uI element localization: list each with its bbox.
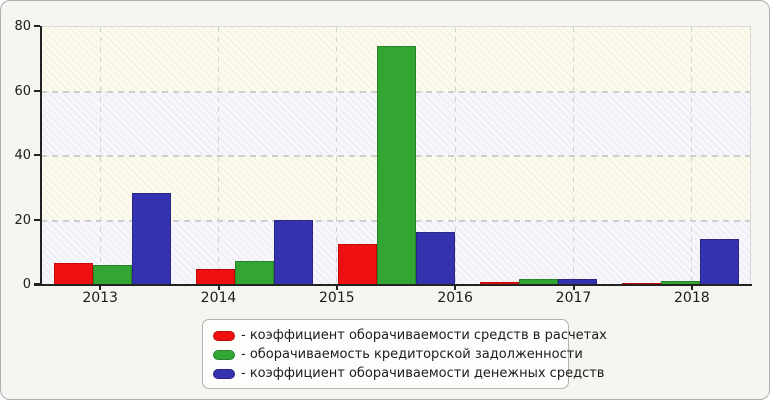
bar-red-group2 xyxy=(195,268,235,284)
legend-label-green: - оборачиваемость кредиторской задолженн… xyxy=(241,347,583,362)
x-tick-2017 xyxy=(572,285,575,290)
v-gridline-2018 xyxy=(691,27,693,284)
legend-label-blue: - коэффициент оборачиваемости денежных с… xyxy=(241,366,605,381)
bar-red-group4 xyxy=(479,281,519,284)
y-tick-label-80: 80 xyxy=(14,19,31,34)
legend-swatch-red-icon xyxy=(213,330,235,341)
v-gridline-2014 xyxy=(218,27,219,284)
x-tick-2015 xyxy=(335,285,338,290)
x-tick-label-2013: 2013 xyxy=(82,290,118,306)
legend-item-blue: - коэффициент оборачиваемости денежных с… xyxy=(213,364,604,383)
v-gridline-2016 xyxy=(454,27,456,284)
bar-blue-group3 xyxy=(415,231,455,284)
bar-green-group4 xyxy=(518,278,558,284)
legend-item-red: - коэффициент оборачиваемости средств в … xyxy=(213,326,607,345)
x-tick-label-2015: 2015 xyxy=(319,290,355,306)
x-tick-2018 xyxy=(690,285,693,290)
bar-green-group5 xyxy=(660,280,700,284)
bar-blue-group4 xyxy=(557,279,597,284)
legend: - коэффициент оборачиваемости средств в … xyxy=(202,319,607,389)
y-tick-label-60: 60 xyxy=(14,83,31,99)
y-tick-label-0: 0 xyxy=(22,277,31,292)
v-gridline-2013 xyxy=(99,27,101,284)
y-tick-60 xyxy=(34,89,40,92)
x-tick-2016 xyxy=(454,285,457,290)
legend-item-green: - оборачиваемость кредиторской задолженн… xyxy=(213,345,583,364)
y-tick-80 xyxy=(34,25,40,27)
y-tick-label-40: 40 xyxy=(14,148,31,163)
x-tick-label-2017: 2017 xyxy=(555,290,592,306)
bar-blue-group5 xyxy=(699,239,739,284)
bar-red-group3 xyxy=(337,243,377,284)
bar-blue-group2 xyxy=(273,219,313,284)
y-tick-20 xyxy=(34,218,40,221)
x-tick-label-2014: 2014 xyxy=(200,290,237,306)
bar-red-group5 xyxy=(621,282,661,284)
v-gridline-2017 xyxy=(573,27,574,284)
bar-red-group1 xyxy=(53,263,93,284)
bar-blue-group1 xyxy=(131,193,171,284)
x-tick-label-2018: 2018 xyxy=(674,290,710,306)
legend-swatch-blue-icon xyxy=(213,368,235,379)
x-tick-label-2016: 2016 xyxy=(437,290,473,306)
x-tick-2013 xyxy=(99,285,102,290)
x-axis-line xyxy=(34,284,752,286)
bar-green-group2 xyxy=(234,260,274,284)
bar-green-group3 xyxy=(376,46,416,284)
y-tick-40 xyxy=(34,154,40,156)
legend-swatch-green-icon xyxy=(213,349,235,360)
y-axis-line xyxy=(40,26,42,286)
plot-area xyxy=(41,26,751,284)
y-tick-label-20: 20 xyxy=(14,212,31,228)
v-gridline-2015 xyxy=(336,27,338,284)
legend-label-red: - коэффициент оборачиваемости средств в … xyxy=(241,328,607,343)
x-tick-2014 xyxy=(217,285,220,290)
bar-green-group1 xyxy=(92,265,132,284)
